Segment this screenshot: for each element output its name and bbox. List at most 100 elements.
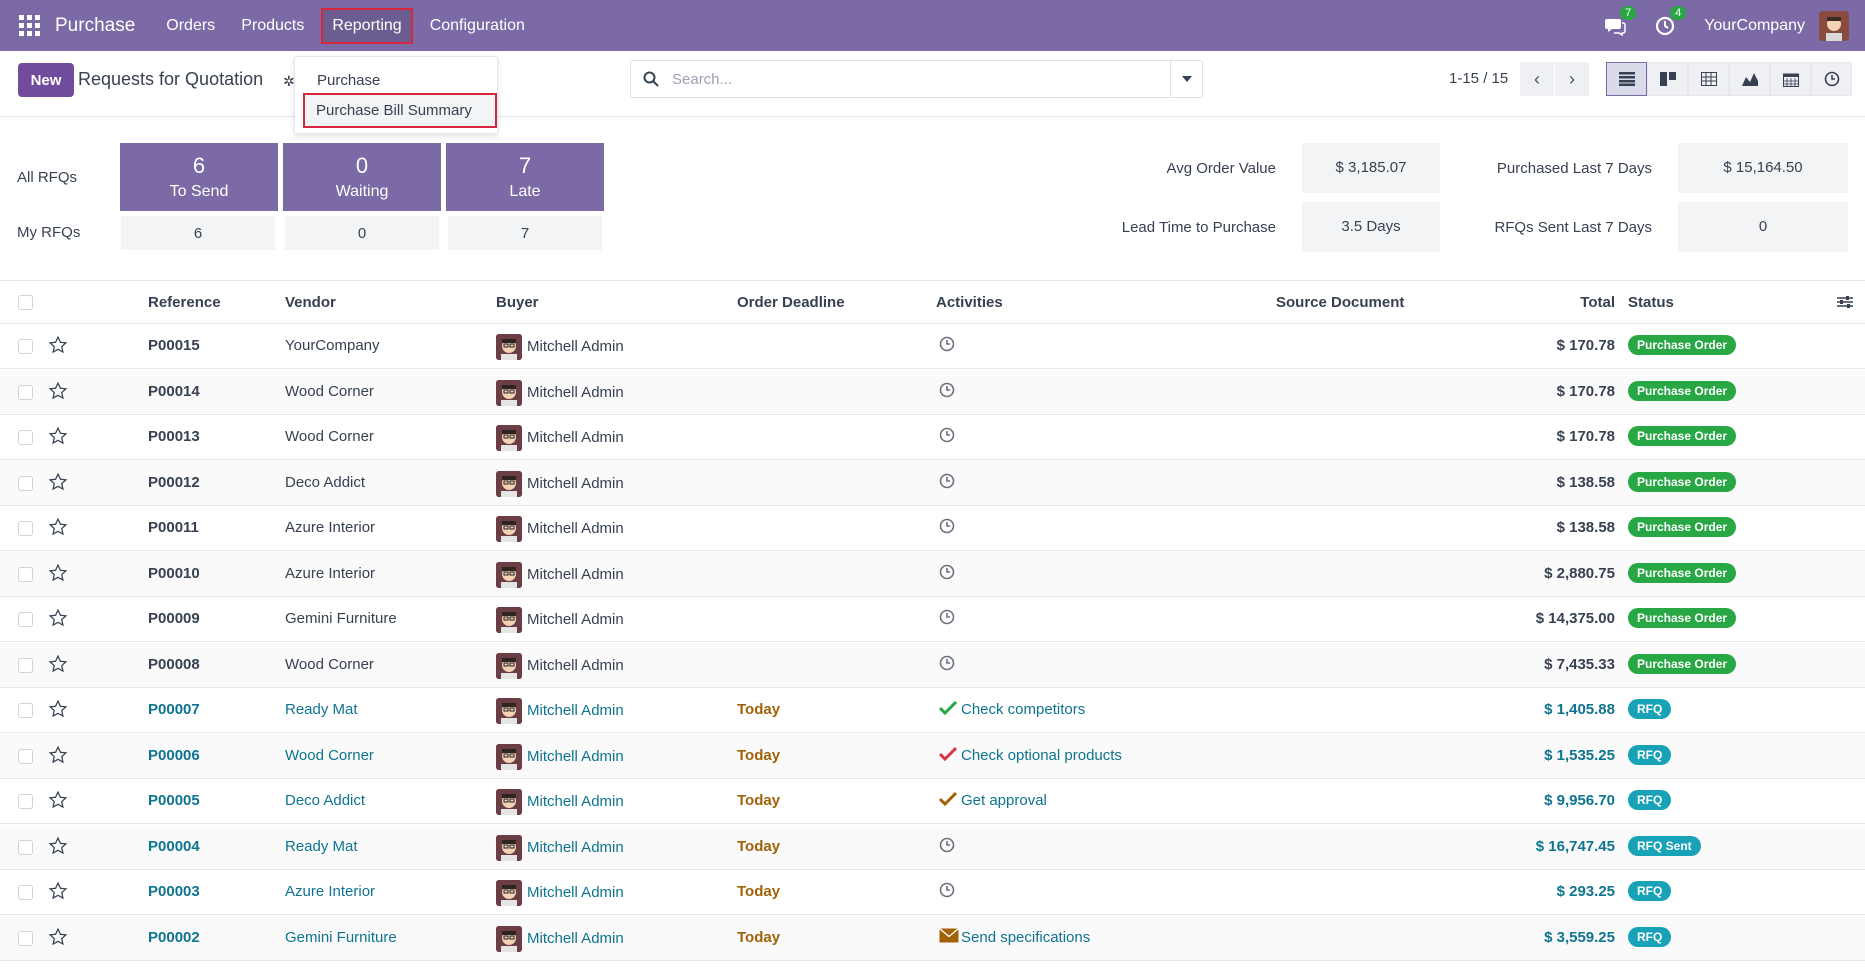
row-checkbox[interactable] [18, 612, 33, 627]
pager-previous-button[interactable]: ‹ [1520, 62, 1554, 96]
menu-products[interactable]: Products [241, 16, 305, 34]
pivot-view-icon[interactable] [1688, 62, 1729, 96]
menu-orders[interactable]: Orders [166, 16, 216, 34]
table-row[interactable]: P00010 Azure Interior Mitchell Admin $ 2,88… [0, 551, 1865, 597]
clock-icon[interactable] [939, 609, 955, 629]
star-icon[interactable] [48, 426, 68, 450]
clock-icon[interactable] [939, 837, 955, 857]
star-icon[interactable] [48, 381, 68, 405]
col-vendor[interactable]: Vendor [285, 294, 336, 311]
table-row[interactable]: P00011 Azure Interior Mitchell Admin $ 138.… [0, 506, 1865, 551]
tile-late[interactable]: 7 Late [446, 143, 604, 211]
clock-icon[interactable] [939, 473, 955, 493]
table-row[interactable]: P00014 Wood Corner Mitchell Admin $ 170.78 P… [0, 369, 1865, 415]
row-checkbox[interactable] [18, 794, 33, 809]
table-row[interactable]: P00006 Wood Corner Mitchell Admin Today Chec… [0, 733, 1865, 779]
star-icon[interactable] [48, 654, 68, 678]
list-view-icon[interactable] [1606, 62, 1647, 96]
row-activity[interactable]: Send specifications [961, 928, 1091, 946]
search-bar[interactable]: Search... [630, 60, 1203, 98]
table-row[interactable]: P00007 Ready Mat Mitchell Admin Today Check … [0, 688, 1865, 733]
calendar-view-icon[interactable] [1770, 62, 1811, 96]
graph-view-icon[interactable] [1729, 62, 1770, 96]
tile-to-send[interactable]: 6 To Send [120, 143, 278, 211]
row-checkbox[interactable] [18, 839, 33, 855]
row-checkbox[interactable] [18, 475, 33, 491]
table-row[interactable]: P00004 Ready Mat Mitchell Admin Today $ 16,7… [0, 824, 1865, 870]
row-checkbox[interactable] [18, 566, 33, 582]
col-status[interactable]: Status [1628, 294, 1674, 311]
pager-next-button[interactable]: › [1555, 62, 1589, 96]
star-icon[interactable] [48, 699, 68, 723]
col-reference[interactable]: Reference [148, 294, 221, 311]
search-input[interactable]: Search... [672, 71, 733, 88]
row-checkbox[interactable] [18, 384, 33, 400]
col-total[interactable]: Total [1580, 294, 1615, 311]
row-activity[interactable]: Check optional products [961, 746, 1122, 764]
optional-columns-icon[interactable] [1837, 295, 1853, 313]
my-late[interactable]: 7 [448, 216, 602, 250]
star-icon[interactable] [48, 790, 68, 814]
gear-icon[interactable]: ✲ [283, 73, 295, 89]
app-brand[interactable]: Purchase [55, 14, 136, 36]
row-checkbox[interactable] [18, 748, 33, 764]
clock-icon[interactable] [939, 336, 955, 356]
apps-grid-icon[interactable] [19, 14, 41, 37]
star-icon[interactable] [48, 563, 68, 587]
company-switcher[interactable]: YourCompany [1704, 16, 1805, 34]
star-icon[interactable] [48, 881, 68, 905]
my-waiting[interactable]: 0 [285, 216, 439, 250]
check-yellow-icon[interactable] [938, 791, 958, 811]
row-checkbox[interactable] [18, 430, 33, 445]
col-buyer[interactable]: Buyer [496, 294, 539, 311]
activities-icon[interactable]: 4 [1654, 5, 1687, 37]
dropdown-item-purchase-bill-summary[interactable]: Purchase Bill Summary [303, 93, 497, 128]
row-activity[interactable]: Check competitors [961, 701, 1086, 718]
table-row[interactable]: P00003 Azure Interior Mitchell Admin Today $… [0, 870, 1865, 915]
table-row[interactable]: P00009 Gemini Furniture Mitchell Admin $ 14… [0, 597, 1865, 642]
star-icon[interactable] [48, 517, 68, 541]
clock-icon[interactable] [939, 427, 955, 447]
envelope-icon[interactable] [939, 927, 959, 947]
col-activities[interactable]: Activities [936, 294, 1003, 311]
pager-value[interactable]: 1-15 / 15 [1449, 70, 1509, 87]
clock-icon[interactable] [939, 518, 955, 538]
star-icon[interactable] [48, 335, 68, 359]
row-checkbox[interactable] [18, 339, 33, 354]
star-icon[interactable] [48, 745, 68, 769]
row-checkbox[interactable] [18, 657, 33, 673]
table-row[interactable]: P00012 Deco Addict Mitchell Admin $ 138.58 P… [0, 460, 1865, 506]
clock-icon[interactable] [939, 882, 955, 902]
search-options-toggle[interactable] [1170, 61, 1202, 97]
table-row[interactable]: P00015 YourCompany Mitchell Admin $ 170.78 P… [0, 324, 1865, 369]
star-icon[interactable] [48, 927, 68, 951]
dropdown-item-purchase[interactable]: Purchase [317, 72, 381, 89]
select-all-checkbox[interactable] [18, 295, 33, 310]
clock-icon[interactable] [939, 564, 955, 584]
clock-icon[interactable] [939, 382, 955, 402]
table-row[interactable]: P00005 Deco Addict Mitchell Admin Today Get … [0, 779, 1865, 824]
my-to-send[interactable]: 6 [121, 216, 275, 250]
row-checkbox[interactable] [18, 521, 33, 536]
messages-icon[interactable]: 7 [1604, 5, 1637, 37]
table-row[interactable]: P00008 Wood Corner Mitchell Admin $ 7,435.3… [0, 642, 1865, 688]
check-green-icon[interactable] [938, 700, 958, 720]
star-icon[interactable] [48, 608, 68, 632]
activity-view-icon[interactable] [1811, 62, 1852, 96]
clock-icon[interactable] [939, 655, 955, 675]
star-icon[interactable] [48, 472, 68, 496]
row-checkbox[interactable] [18, 930, 33, 946]
col-source-document[interactable]: Source Document [1276, 294, 1405, 311]
table-row[interactable]: P00002 Gemini Furniture Mitchell Admin Toda… [0, 915, 1865, 961]
menu-reporting[interactable]: Reporting [321, 7, 413, 44]
check-red-icon[interactable] [938, 746, 958, 766]
row-checkbox[interactable] [18, 885, 33, 900]
new-button[interactable]: New [18, 63, 74, 97]
user-avatar[interactable] [1819, 10, 1849, 41]
row-activity[interactable]: Get approval [961, 792, 1047, 809]
table-row[interactable]: P00013 Wood Corner Mitchell Admin $ 170.78 P… [0, 415, 1865, 460]
star-icon[interactable] [48, 836, 68, 860]
menu-configuration[interactable]: Configuration [429, 16, 525, 34]
col-order-deadline[interactable]: Order Deadline [737, 294, 845, 311]
tile-waiting[interactable]: 0 Waiting [283, 143, 441, 211]
